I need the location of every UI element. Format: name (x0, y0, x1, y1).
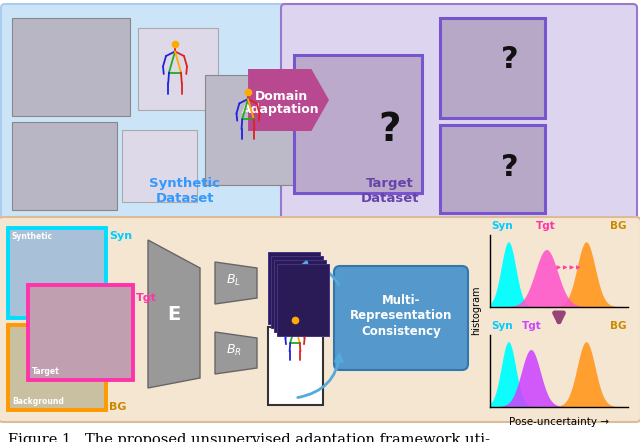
Text: $B_R$: $B_R$ (226, 343, 242, 358)
Text: ?: ? (379, 111, 401, 149)
Bar (277, 264, 329, 336)
Bar (268, 327, 323, 405)
Text: histogram: histogram (471, 285, 481, 335)
Polygon shape (215, 332, 257, 374)
Bar (138, 28, 218, 110)
Text: Target
Dataset: Target Dataset (361, 177, 419, 205)
Text: Domain: Domain (254, 89, 308, 103)
Bar (294, 55, 422, 193)
Polygon shape (490, 242, 628, 307)
FancyBboxPatch shape (1, 4, 364, 222)
FancyBboxPatch shape (334, 266, 468, 370)
Text: BG: BG (610, 321, 627, 331)
Bar (12, 18, 130, 116)
Polygon shape (490, 342, 628, 407)
Text: BG: BG (610, 221, 627, 231)
Text: Syn: Syn (491, 321, 513, 331)
Text: Figure 1.  The proposed unsupervised adaptation framework uti-: Figure 1. The proposed unsupervised adap… (8, 433, 490, 442)
Bar (274, 260, 326, 332)
Bar (271, 256, 323, 328)
Text: Syn: Syn (491, 221, 513, 231)
Text: Synthetic
Dataset: Synthetic Dataset (150, 177, 221, 205)
Text: ?: ? (501, 46, 519, 75)
Text: Pose-uncertainty →: Pose-uncertainty → (509, 417, 609, 427)
Bar (28, 285, 133, 380)
Text: Multi-
Representation
Consistency: Multi- Representation Consistency (350, 293, 452, 339)
Text: Syn: Syn (109, 231, 132, 241)
Bar (205, 75, 300, 185)
FancyBboxPatch shape (0, 217, 640, 422)
Text: Tgt: Tgt (522, 321, 542, 331)
Bar (8, 325, 106, 410)
Polygon shape (248, 69, 329, 131)
Text: Background: Background (12, 397, 64, 406)
Text: Tgt: Tgt (136, 293, 157, 303)
Text: BG: BG (109, 402, 127, 412)
Bar (268, 252, 320, 324)
Text: Tgt: Tgt (536, 221, 556, 231)
FancyBboxPatch shape (281, 4, 637, 222)
Bar (12, 122, 117, 210)
Polygon shape (490, 250, 628, 307)
Polygon shape (215, 262, 257, 304)
Polygon shape (490, 350, 628, 407)
Bar (440, 18, 545, 118)
Text: Synthetic: Synthetic (12, 232, 53, 241)
Bar (122, 130, 197, 202)
Text: Target: Target (32, 367, 60, 376)
Text: $B_L$: $B_L$ (227, 273, 241, 289)
Bar (8, 228, 106, 318)
Polygon shape (490, 342, 628, 407)
Text: ?: ? (501, 153, 519, 183)
Text: Adaptation: Adaptation (242, 103, 320, 117)
Text: E: E (168, 305, 180, 324)
Bar (440, 125, 545, 213)
Polygon shape (490, 242, 628, 307)
Bar (305, 85, 355, 180)
Polygon shape (148, 240, 200, 388)
